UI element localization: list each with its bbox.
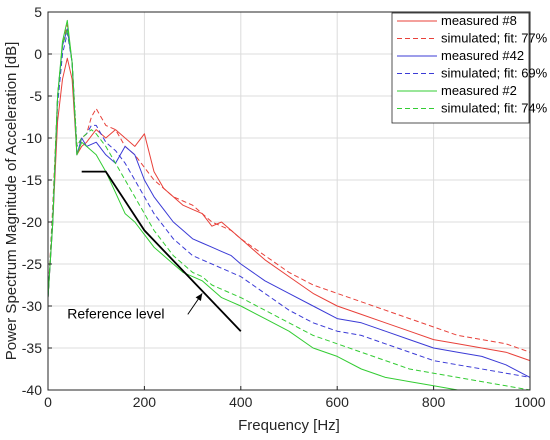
y-tick-label: -5 <box>30 88 43 104</box>
grid-lines <box>47 11 531 391</box>
reference-layer <box>81 170 242 332</box>
x-tick-label: 1000 <box>514 394 545 410</box>
reference-level-annotation: Reference level <box>67 306 164 322</box>
y-tick-label: -20 <box>22 214 42 230</box>
y-axis-label: Power Spectrum Magnitude of Acceleration… <box>3 42 20 361</box>
series-line-5 <box>47 19 530 391</box>
y-tick-label: -30 <box>22 298 42 314</box>
y-tick-label: -25 <box>22 256 42 272</box>
y-tick-label: -15 <box>22 172 42 188</box>
plot-frame <box>47 11 531 391</box>
x-tick-label: 800 <box>422 394 446 410</box>
x-tick-label: 400 <box>229 394 253 410</box>
legend-label-5: measured #2 <box>441 83 517 98</box>
series-layer <box>47 19 531 391</box>
y-tick-label: -40 <box>22 382 42 398</box>
legend-label-3: measured #42 <box>441 48 524 63</box>
y-tick-label: -35 <box>22 340 42 356</box>
legend-box <box>391 12 530 124</box>
legend-label-4: simulated; fit: 69% <box>441 66 548 81</box>
x-tick-label: 600 <box>326 394 350 410</box>
legend-label-2: simulated; fit: 77% <box>441 31 548 46</box>
legend: measured #8 simulated; fit: 77% measured #… <box>391 12 548 124</box>
reference-level-line <box>81 170 242 332</box>
annotation-arrow-head <box>195 293 203 301</box>
series-line-4 <box>47 32 531 378</box>
legend-label-1: measured #8 <box>441 13 517 28</box>
x-axis-label: Frequency [Hz] <box>238 417 340 434</box>
series-line-2 <box>47 24 531 353</box>
series-line-6 <box>47 28 531 391</box>
x-tick-label: 0 <box>44 394 52 410</box>
x-tick-label: 200 <box>133 394 157 410</box>
legend-label-6: simulated; fit: 74% <box>441 101 548 116</box>
y-tick-label: 0 <box>34 46 42 62</box>
y-tick-label: -10 <box>22 130 42 146</box>
x-ticks: 0 200 400 600 800 1000 <box>44 386 546 410</box>
y-ticks: 5 0 -5 -10 -15 -20 -25 -30 -35 -40 <box>22 4 52 398</box>
y-tick-label: 5 <box>34 4 42 20</box>
